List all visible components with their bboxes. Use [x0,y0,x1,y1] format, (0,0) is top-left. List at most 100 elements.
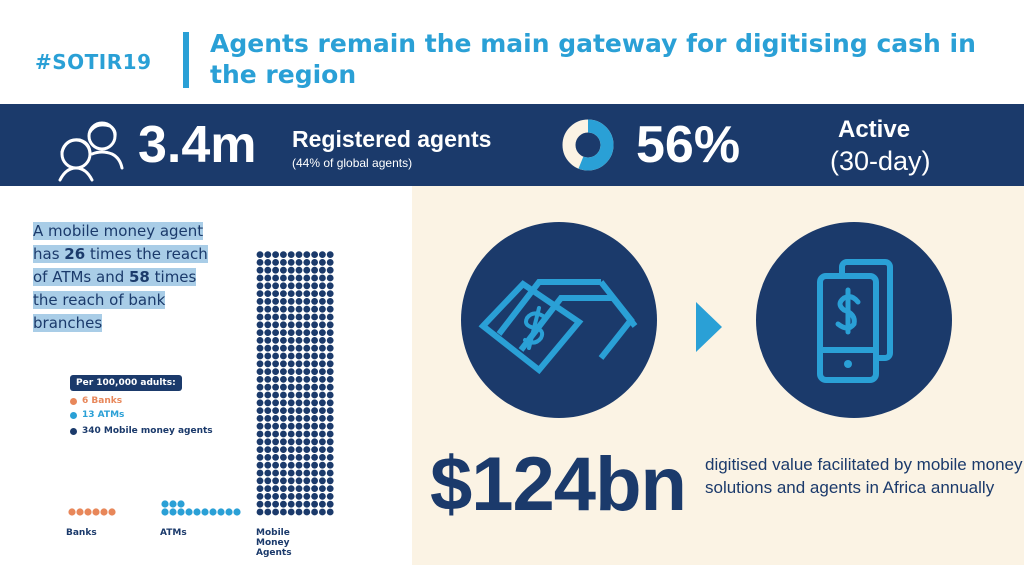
dot-agents [295,344,303,352]
dot-agents [264,430,272,438]
dot-agents [311,477,318,485]
dot-atms [185,508,193,516]
dot-agents [272,266,279,274]
dot-agents [326,282,334,290]
registered-agents-value: 3.4m [138,116,257,174]
dot-agents [326,321,334,329]
dot-agents [272,454,279,461]
dot-agents [280,407,287,414]
dot-agents [303,454,311,461]
dot-agents [295,321,303,329]
dot-agents [264,399,272,407]
dot-agents [264,391,272,399]
active-label: Active [838,116,911,143]
dot-agents [326,251,334,258]
active-share-arc [562,119,614,171]
dot-agents [295,454,303,461]
dot-agents [319,251,326,258]
dot-agents [319,493,326,500]
dot-agents [319,399,326,407]
dot-agents [319,337,326,344]
reach-statement: A mobile money agent has 26 times the re… [33,220,218,335]
dot-agents [256,313,264,321]
dot-agents [326,352,334,360]
dot-agents [256,438,264,446]
dot-agents [287,321,295,329]
dot-agents [303,344,311,352]
dot-agents [295,461,303,469]
dot-agents [295,383,303,391]
dot-agents [311,274,318,282]
reach-line-3-pre: of ATMs and [33,268,129,286]
dot-atms [161,500,169,508]
dot-agents [280,438,287,446]
dot-agents [272,259,279,266]
dot-agents [311,407,318,414]
dot-agents [272,383,279,391]
dot-agents [256,383,264,391]
dot-agents [272,508,279,516]
legend-dot-atms [70,411,77,419]
dot-agents [295,305,303,313]
dot-agents [256,360,264,368]
dot-agents [287,383,295,391]
dot-agents [303,422,311,430]
dot-agents [280,461,287,469]
dot-agents [256,500,264,508]
chart-legend-title: Per 100,000 adults: [70,375,182,391]
dot-agents [311,430,318,438]
dot-agents [326,493,334,500]
dot-agents [295,313,303,321]
dot-agents [295,469,303,477]
dot-agents [326,305,334,313]
dot-agents [326,461,334,469]
dot-agents [295,493,303,500]
dot-atms [233,508,241,516]
dot-agents [264,485,272,492]
dot-atms [177,500,185,508]
dot-agents [319,438,326,446]
dot-group-agents [256,251,334,516]
dot-agents [287,368,295,375]
dot-agents [319,485,326,492]
dot-agents [326,430,334,438]
dot-agents [295,251,303,258]
dot-agents [295,485,303,492]
dot-agents [264,469,272,477]
dot-agents [256,469,264,477]
dot-agents [303,251,311,258]
dot-agents [264,282,272,290]
dot-agents [303,430,311,438]
dot-agents [311,259,318,266]
dot-agents [319,266,326,274]
cash-circle [461,222,657,418]
dot-agents [287,344,295,352]
dot-agents [272,399,279,407]
dot-agents [303,485,311,492]
dot-agents [264,313,272,321]
dot-agents [319,477,326,485]
dot-agents [319,313,326,321]
mobile-money-icon [817,259,893,383]
dot-agents [287,337,295,344]
dot-agents [264,321,272,329]
dot-agents [287,391,295,399]
dot-agents [311,298,318,305]
dot-agents [287,477,295,485]
dot-agents [303,321,311,329]
dot-agents [303,446,311,453]
dot-banks [100,508,108,516]
dot-agents [303,282,311,290]
dot-agents [272,485,279,492]
dot-agents [303,376,311,383]
dot-agents [256,321,264,329]
dot-agents [256,290,264,297]
dot-agents [295,508,303,516]
dot-agents [280,493,287,500]
dot-agents [264,344,272,352]
dot-agents [326,368,334,375]
dot-agents [311,493,318,500]
dot-agents [326,329,334,336]
dot-atms [169,500,177,508]
dot-agents [326,415,334,422]
